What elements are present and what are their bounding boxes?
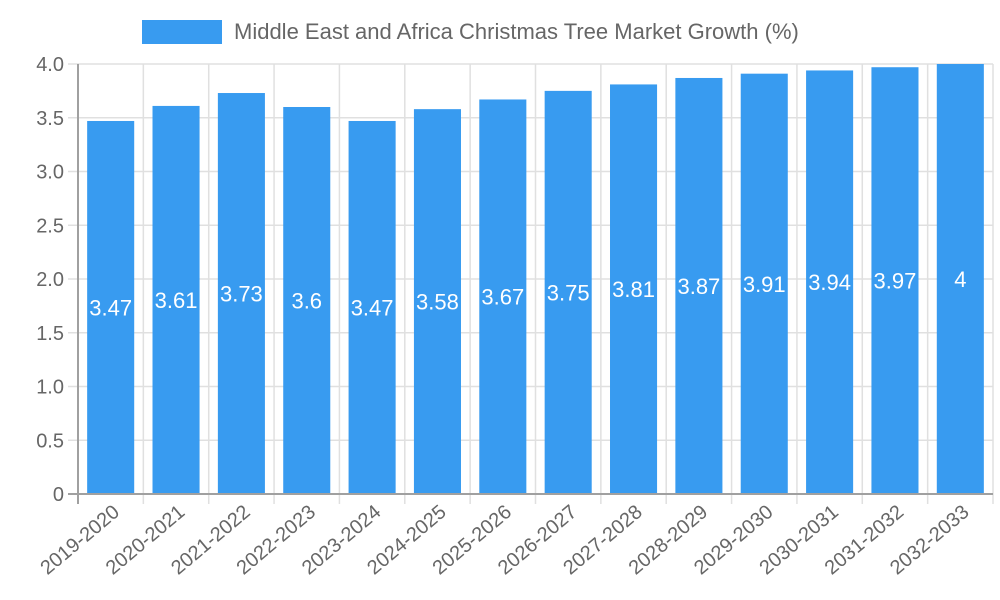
bar-value-label: 3.97	[874, 269, 917, 294]
y-axis-ticks: 0 0.5 1.0 1.5 2.0 2.5 3.0 3.5 4.0	[36, 54, 64, 506]
bar-value-label: 4	[954, 267, 966, 292]
bar-value-label: 3.67	[481, 285, 524, 310]
bar	[936, 64, 984, 494]
x-axis-ticks: 2019-20202020-20212021-20222022-20232023…	[36, 501, 973, 579]
bar	[479, 99, 527, 494]
axes	[68, 64, 993, 504]
legend[interactable]: Middle East and Africa Christmas Tree Ma…	[142, 19, 799, 44]
grid-lines	[68, 63, 994, 504]
bar	[675, 77, 723, 494]
bar-value-label: 3.6	[291, 289, 322, 314]
bar-value-label: 3.75	[547, 280, 590, 305]
y-tick-label: 0	[53, 484, 64, 506]
bar-value-label: 3.87	[677, 274, 720, 299]
legend-label: Middle East and Africa Christmas Tree Ma…	[234, 19, 799, 44]
bar-value-label: 3.61	[155, 288, 198, 313]
bar-value-label: 3.73	[220, 282, 263, 307]
bar-value-label: 3.94	[808, 270, 851, 295]
bars	[87, 64, 984, 495]
bar	[283, 107, 331, 494]
data-labels: 3.47 3.61 3.73 3.6 3.47 3.58 3.67 3.75 3.81 3.87 3…	[89, 267, 966, 320]
y-tick-label: 2.5	[36, 215, 64, 237]
bar-value-label: 3.81	[612, 277, 655, 302]
bar	[610, 84, 658, 495]
bar-value-label: 3.47	[89, 295, 132, 320]
bar	[871, 67, 919, 494]
bar	[152, 105, 200, 495]
bar	[740, 73, 788, 495]
legend-swatch	[142, 20, 222, 44]
y-tick-label: 0.5	[36, 430, 64, 452]
bar	[87, 120, 135, 494]
bar-value-label: 3.58	[416, 290, 459, 315]
bar-value-label: 3.91	[743, 272, 786, 297]
bar	[217, 93, 265, 495]
y-tick-label: 1.0	[36, 377, 64, 399]
y-tick-label: 2.0	[36, 269, 64, 291]
y-tick-label: 3.5	[36, 108, 64, 130]
y-tick-label: 4.0	[36, 54, 64, 76]
bar	[413, 109, 461, 495]
bar-value-label: 3.47	[351, 295, 394, 320]
y-tick-label: 1.5	[36, 323, 64, 345]
bar	[348, 120, 396, 494]
bar	[806, 70, 854, 494]
bar	[544, 90, 592, 494]
y-tick-label: 3.0	[36, 162, 64, 184]
